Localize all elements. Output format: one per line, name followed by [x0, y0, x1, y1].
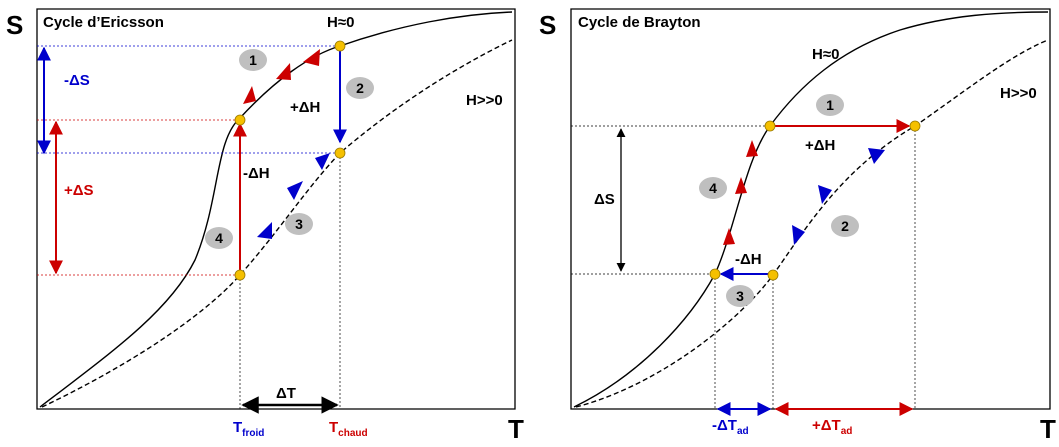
left-curve-hpos	[41, 39, 513, 408]
svg-text:4: 4	[709, 180, 717, 196]
left-hpos-label: H>>0	[466, 92, 503, 109]
right-s-axis-label: S	[539, 10, 556, 40]
left-t-chaud-label: Tchaud	[329, 419, 368, 439]
right-minus-dh-label: -ΔH	[735, 251, 762, 268]
right-point-d	[767, 269, 779, 281]
right-red-marker-3	[746, 140, 758, 157]
left-minus-ds-label: -ΔS	[64, 72, 90, 89]
right-point-b	[909, 120, 921, 132]
svg-text:1: 1	[826, 97, 834, 113]
left-red-marker-2	[276, 63, 291, 80]
left-blue-marker-3	[257, 222, 272, 239]
left-t-froid-label: Tfroid	[233, 419, 264, 439]
right-plus-dt-label: +ΔTad	[812, 417, 852, 437]
right-point-c	[709, 268, 721, 280]
svg-text:2: 2	[356, 80, 364, 96]
left-s-axis-label: S	[6, 10, 23, 40]
right-plus-dh-label: +ΔH	[805, 137, 835, 154]
svg-text:3: 3	[736, 288, 744, 304]
right-axes-frame	[570, 8, 1051, 410]
left-point-d	[234, 269, 246, 281]
left-step-badge-2: 2	[346, 77, 374, 99]
svg-text:4: 4	[215, 230, 223, 246]
right-step-badge-2: 2	[831, 215, 859, 237]
ericsson-panel: S T Cycle d’Ericsson -ΔS +ΔS	[6, 8, 524, 444]
right-blue-marker-1	[868, 148, 885, 164]
brayton-panel: S T Cycle de Brayton ΔS	[539, 8, 1056, 444]
right-curve-h0	[573, 11, 1049, 408]
left-plus-dh-label: +ΔH	[290, 99, 320, 116]
left-delta-t-label: ΔT	[276, 385, 296, 402]
right-point-a	[764, 120, 776, 132]
left-point-b	[234, 114, 246, 126]
left-plus-ds-label: +ΔS	[64, 182, 94, 199]
right-title: Cycle de Brayton	[578, 14, 701, 31]
left-step-badge-4: 4	[205, 227, 233, 249]
left-t-axis-label: T	[508, 414, 524, 442]
left-minus-dh-label: -ΔH	[243, 165, 270, 182]
left-title: Cycle d’Ericsson	[43, 14, 164, 31]
left-red-marker-3	[303, 49, 320, 66]
left-h0-label: H≈0	[327, 14, 354, 31]
left-step-badge-3: 3	[285, 213, 313, 235]
left-blue-marker-1	[315, 153, 330, 170]
left-red-marker-1	[243, 86, 256, 104]
right-h0-label: H≈0	[812, 46, 839, 63]
left-step-badge-1: 1	[239, 49, 267, 71]
svg-text:2: 2	[841, 218, 849, 234]
right-hpos-label: H>>0	[1000, 85, 1037, 102]
left-point-a	[334, 40, 346, 52]
svg-text:1: 1	[249, 52, 257, 68]
right-minus-dt-label: -ΔTad	[712, 417, 749, 437]
right-delta-s-label: ΔS	[594, 191, 615, 208]
right-curve-hpos	[575, 39, 1049, 408]
right-blue-marker-2	[818, 185, 832, 204]
right-step-badge-4: 4	[699, 177, 727, 199]
right-red-marker-1	[723, 228, 735, 245]
right-step-badge-3: 3	[726, 285, 754, 307]
left-axes-frame	[36, 8, 516, 410]
right-step-badge-1: 1	[816, 94, 844, 116]
left-point-c	[334, 147, 346, 159]
right-blue-marker-3	[792, 225, 805, 245]
left-curve-h0	[39, 11, 513, 408]
left-blue-marker-2	[287, 181, 303, 200]
right-red-marker-2	[735, 177, 747, 194]
svg-text:3: 3	[295, 216, 303, 232]
right-t-axis-label: T	[1040, 414, 1056, 442]
